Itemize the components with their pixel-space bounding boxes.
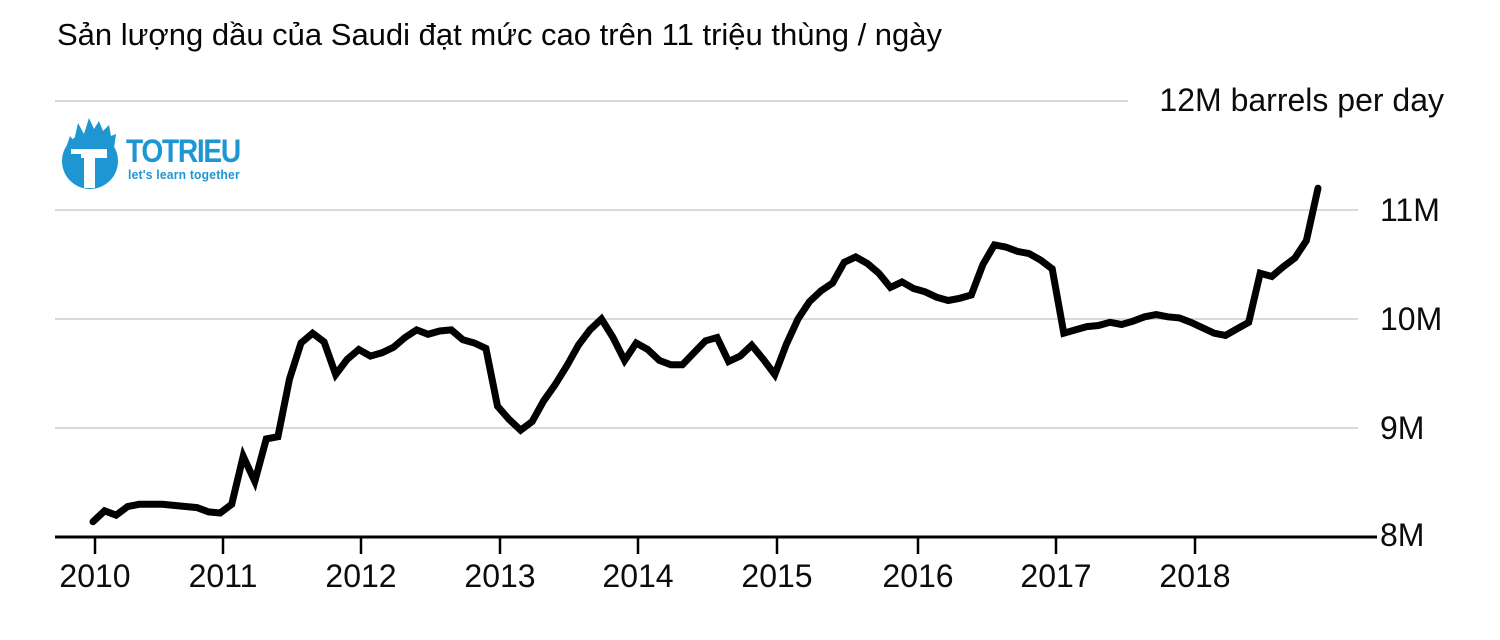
x-tick-label-2013: 2013 — [464, 558, 536, 594]
x-tick-label-2010: 2010 — [59, 558, 131, 594]
x-tick-label-2017: 2017 — [1020, 558, 1092, 594]
y-tick-label-8m: 8M — [1380, 517, 1425, 553]
logo-brand-name: TOTRIEU — [126, 133, 241, 169]
production-line — [89, 184, 1322, 526]
x-tick-label-2016: 2016 — [882, 558, 954, 594]
totrieu-logo-text: TOTRIEU let's learn together — [126, 133, 255, 182]
x-tick-label-2018: 2018 — [1159, 558, 1231, 594]
totrieu-logo: TOTRIEU let's learn together — [61, 112, 255, 192]
chart-title: Sản lượng dầu của Saudi đạt mức cao trên… — [57, 17, 943, 52]
x-tick-label-2012: 2012 — [325, 558, 397, 594]
logo-tagline: let's learn together — [128, 168, 240, 182]
logo-letter-t-stem — [84, 149, 95, 188]
totrieu-logo-icon — [62, 118, 118, 189]
x-tick-label-2015: 2015 — [741, 558, 813, 594]
y-tick-label-10m: 10M — [1380, 301, 1443, 337]
x-tick-label-2014: 2014 — [602, 558, 674, 594]
y-tick-label-11m: 11M — [1380, 192, 1440, 228]
x-tick-label-2011: 2011 — [188, 558, 258, 594]
y-tick-label-9m: 9M — [1380, 410, 1425, 446]
logo-flames — [66, 118, 116, 148]
y-axis-unit-label: 12M barrels per day — [1159, 82, 1444, 118]
